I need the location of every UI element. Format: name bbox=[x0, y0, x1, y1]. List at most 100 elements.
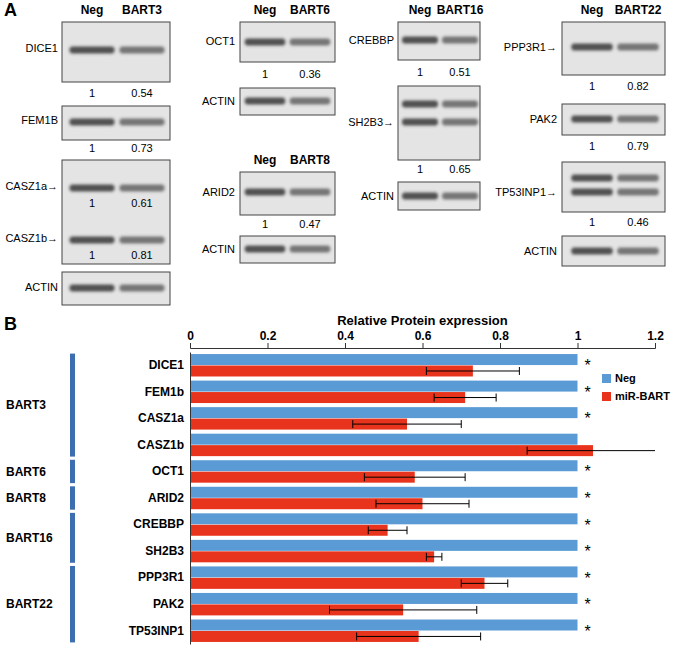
bar bbox=[190, 593, 578, 604]
legend-label: Neg bbox=[615, 372, 636, 384]
category-label: DICE1 bbox=[149, 358, 185, 372]
tick: FEM1b bbox=[145, 385, 190, 399]
legend-swatch bbox=[602, 392, 611, 401]
error-cap bbox=[376, 500, 377, 508]
blot-band bbox=[290, 39, 331, 46]
error-cap bbox=[496, 394, 497, 402]
blot-image bbox=[398, 86, 480, 160]
blot-band bbox=[120, 237, 165, 244]
blot-band bbox=[617, 189, 658, 196]
group-bracket bbox=[70, 354, 75, 457]
bar bbox=[190, 620, 578, 631]
quantification: 1 bbox=[589, 80, 595, 92]
axis-line bbox=[190, 353, 191, 645]
blot-image bbox=[62, 22, 170, 82]
bar bbox=[190, 392, 465, 403]
tick: CASZ1a bbox=[138, 411, 190, 425]
error-line bbox=[376, 503, 469, 504]
y-axis: DICE1FEM1bCASZ1aCASZ1bOCT1ARID2CREBBPSH2… bbox=[129, 353, 191, 645]
protein-label: ACTIN bbox=[524, 245, 557, 257]
legend: NegmiR-BART bbox=[602, 372, 670, 402]
blot-band bbox=[442, 193, 478, 200]
x-axis: 00.20.40.60.811.2 bbox=[187, 329, 664, 349]
error-cap bbox=[480, 632, 481, 640]
blot-image bbox=[240, 172, 335, 215]
category-label: PPP3R1 bbox=[138, 570, 184, 584]
blot-image bbox=[398, 182, 480, 210]
legend-swatch bbox=[602, 374, 611, 383]
error-bar bbox=[527, 447, 655, 455]
quantification: 1 bbox=[89, 197, 95, 209]
category-label: PAK2 bbox=[153, 597, 184, 611]
error-cap bbox=[461, 420, 462, 428]
blot-band bbox=[442, 119, 478, 126]
axis-line bbox=[191, 343, 656, 349]
quantification: 1 bbox=[89, 249, 95, 261]
error-line bbox=[426, 370, 519, 371]
blot-band bbox=[571, 44, 612, 51]
quantification: 0.73 bbox=[131, 142, 152, 154]
quantification: 0.81 bbox=[131, 249, 152, 261]
tick-label: 0.6 bbox=[415, 329, 432, 343]
error-line bbox=[368, 530, 407, 531]
significance-marker: * bbox=[584, 543, 590, 560]
blot-group: NegBART3DICE110.54FEM1B10.73CASZ1a→10.61… bbox=[5, 3, 170, 305]
blot-band bbox=[617, 116, 658, 123]
lane-header: BART8 bbox=[290, 153, 330, 167]
quantification: 0.65 bbox=[449, 163, 470, 175]
quantification: 0.51 bbox=[449, 66, 470, 78]
error-bar bbox=[434, 394, 496, 402]
blot-band bbox=[402, 37, 438, 44]
tick-mark bbox=[423, 343, 424, 348]
category-label: CREBBP bbox=[133, 517, 184, 531]
protein-label: CASZ1a→ bbox=[5, 180, 58, 192]
error-bar bbox=[364, 473, 465, 481]
quantification: 0.61 bbox=[131, 197, 152, 209]
panel-label: A bbox=[4, 0, 17, 20]
quantification: 0.47 bbox=[299, 218, 320, 230]
significance-marker: * bbox=[584, 410, 590, 427]
tick: CREBBP bbox=[133, 517, 190, 531]
blot-image bbox=[562, 162, 665, 212]
tick: 0.2 bbox=[260, 329, 277, 348]
significance-marker: * bbox=[584, 463, 590, 480]
tick: 0.4 bbox=[337, 329, 354, 348]
error-cap bbox=[519, 367, 520, 375]
error-cap bbox=[434, 394, 435, 402]
blot-band bbox=[70, 285, 115, 292]
group-bracket bbox=[70, 460, 75, 483]
error-line bbox=[527, 450, 655, 451]
significance: ********** bbox=[584, 357, 590, 639]
plot-area bbox=[190, 354, 655, 642]
quantification: 1 bbox=[417, 163, 423, 175]
lane-header: BART22 bbox=[615, 3, 662, 17]
bar bbox=[190, 434, 578, 445]
blot-band bbox=[290, 98, 331, 105]
significance-marker: * bbox=[584, 596, 590, 613]
error-cap bbox=[469, 500, 470, 508]
blot-band bbox=[402, 101, 438, 108]
significance-marker: * bbox=[584, 490, 590, 507]
error-cap bbox=[364, 473, 365, 481]
blot-band bbox=[442, 37, 478, 44]
blot-image bbox=[562, 236, 665, 266]
lane-header: Neg bbox=[254, 3, 277, 17]
blot-band bbox=[120, 185, 165, 192]
error-cap bbox=[407, 526, 408, 534]
tick: OCT1 bbox=[152, 464, 190, 478]
significance-marker: * bbox=[584, 517, 590, 534]
bar bbox=[190, 354, 578, 365]
group-label: BART6 bbox=[6, 465, 46, 479]
group-bracket bbox=[70, 566, 75, 642]
blot-band bbox=[70, 47, 115, 54]
significance-marker: * bbox=[584, 384, 590, 401]
bar bbox=[190, 460, 578, 471]
lane-header: Neg bbox=[254, 153, 277, 167]
category-label: ARID2 bbox=[148, 491, 184, 505]
quantification: 1 bbox=[262, 68, 268, 80]
tick: SH2B3 bbox=[145, 544, 190, 558]
figure: ANegBART3DICE110.54FEM1B10.73CASZ1a→10.6… bbox=[0, 0, 683, 664]
quantification: 0.79 bbox=[627, 140, 648, 152]
tick: ARID2 bbox=[148, 491, 190, 505]
protein-label: ACTIN bbox=[202, 95, 235, 107]
